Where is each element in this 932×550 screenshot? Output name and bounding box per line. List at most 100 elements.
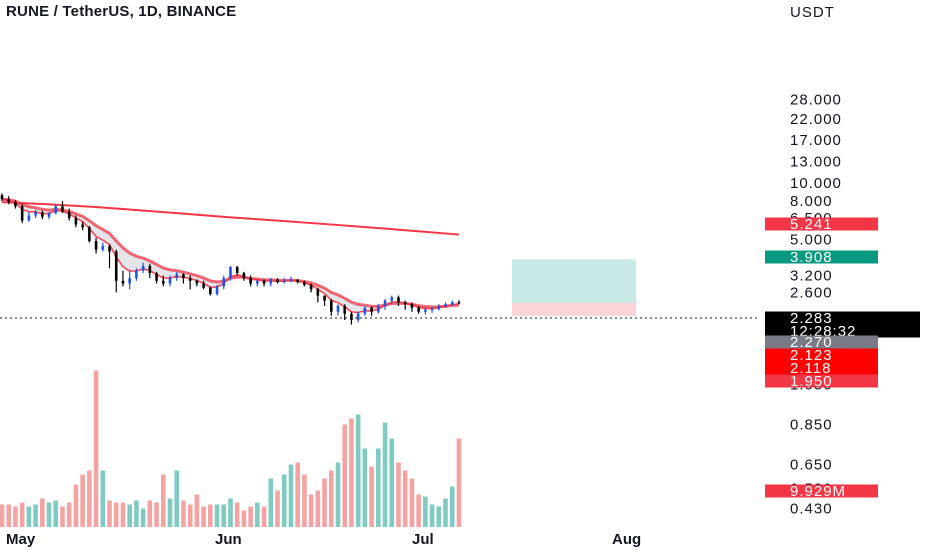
volume-bar [275, 490, 280, 527]
candle-body [88, 227, 91, 241]
volume-bar [13, 506, 18, 527]
candle-body [450, 302, 454, 305]
volume-bar [40, 498, 45, 527]
candle-body [195, 280, 199, 284]
candle-body [155, 273, 158, 281]
currency-label: USDT [790, 4, 835, 21]
volume-bar [19, 502, 25, 527]
candle-body [323, 295, 326, 301]
volume-bar [449, 486, 455, 527]
candle-body [47, 213, 51, 217]
ema-fast-line [1, 198, 460, 314]
candle-body [363, 307, 367, 314]
month-label: Aug [612, 531, 641, 548]
volume-bar [214, 504, 220, 527]
volume-bar [147, 500, 153, 527]
price-tag [765, 348, 878, 362]
candle-body [356, 313, 360, 321]
price-tick-label: 5.000 [790, 231, 833, 248]
target-zone[interactable] [512, 259, 636, 303]
candle-body [209, 287, 212, 294]
volume-bar [53, 500, 59, 527]
candle-body [182, 274, 185, 279]
time-axis[interactable]: May Jun Jul Aug [6, 531, 641, 548]
candle-body [114, 251, 118, 281]
candle-body [108, 246, 111, 252]
price-tags: 5.2413.9082.28312:28:322.2702.1232.1181.… [765, 216, 920, 500]
ema-lines [1, 197, 460, 314]
volume-bar [369, 466, 374, 527]
volume-bar [107, 500, 112, 527]
volume-bar [134, 500, 139, 527]
candle-body [303, 282, 306, 285]
volume-bar [402, 470, 408, 527]
volume-tick-label: 0.430 [790, 501, 833, 518]
volume-bar [66, 502, 72, 527]
candle-body [262, 280, 266, 284]
candle-body [215, 286, 219, 294]
candle-body [444, 304, 447, 306]
candle-body [61, 206, 64, 212]
price-tick-label: 13.000 [790, 154, 842, 171]
candle-body [410, 304, 414, 308]
volume-bar [342, 424, 348, 527]
volume-bar [322, 478, 327, 527]
candle-body [168, 278, 172, 284]
candle-body [269, 279, 273, 284]
price-tag-label: 2.283 [790, 310, 833, 327]
candle-body [390, 297, 394, 301]
volume-bar [113, 502, 119, 527]
candle-body [282, 280, 286, 283]
position-tool[interactable] [512, 259, 636, 316]
candle-body [74, 217, 78, 225]
candle-body [202, 283, 205, 288]
ema-long-line [1, 201, 460, 236]
volume-bar [208, 504, 213, 527]
volume-tick-label: 0.650 [790, 457, 833, 474]
candle-body [41, 211, 44, 217]
volume-bar [87, 470, 92, 527]
volume-bar [376, 448, 381, 527]
volume-bar [167, 498, 173, 527]
volume-bar [308, 494, 314, 527]
price-tick-label: 17.000 [790, 132, 842, 149]
stop-zone[interactable] [512, 302, 636, 316]
candle-body [121, 280, 125, 284]
volume-bar [228, 498, 233, 527]
volume-bar [355, 414, 361, 527]
candle-body [316, 289, 320, 296]
candle-body [20, 206, 24, 221]
candle-body [249, 278, 252, 284]
candle-body [437, 305, 441, 309]
volume-bar [255, 502, 260, 527]
candle-body [397, 297, 400, 303]
price-tick-label: 3.200 [790, 268, 833, 285]
candle-body [417, 307, 420, 312]
price-tag [765, 335, 878, 349]
volume-bar [349, 418, 354, 527]
candle-body [350, 313, 353, 321]
candles [0, 193, 461, 325]
volume-bar [221, 504, 227, 527]
volume-bar [281, 474, 287, 527]
candle-body [54, 206, 58, 214]
volume-bar [389, 438, 395, 527]
month-label: Jun [215, 531, 242, 548]
price-tag-label: 2.270 [790, 334, 833, 351]
price-tag-label: 3.908 [790, 249, 833, 266]
volume-bar [26, 506, 32, 527]
volume-bar [335, 462, 341, 527]
volume-bar [396, 462, 401, 527]
candle-body [383, 300, 387, 306]
volume-bar [248, 506, 253, 527]
volume-bar [409, 478, 415, 527]
volume-bar [0, 504, 5, 527]
price-tick-label: 10.000 [790, 175, 842, 192]
volume-bar [234, 502, 240, 527]
volume-bar [80, 474, 85, 527]
volume-bar [416, 494, 421, 527]
volume-bar [261, 506, 267, 527]
price-tag [765, 361, 878, 375]
candle-body [222, 278, 226, 287]
